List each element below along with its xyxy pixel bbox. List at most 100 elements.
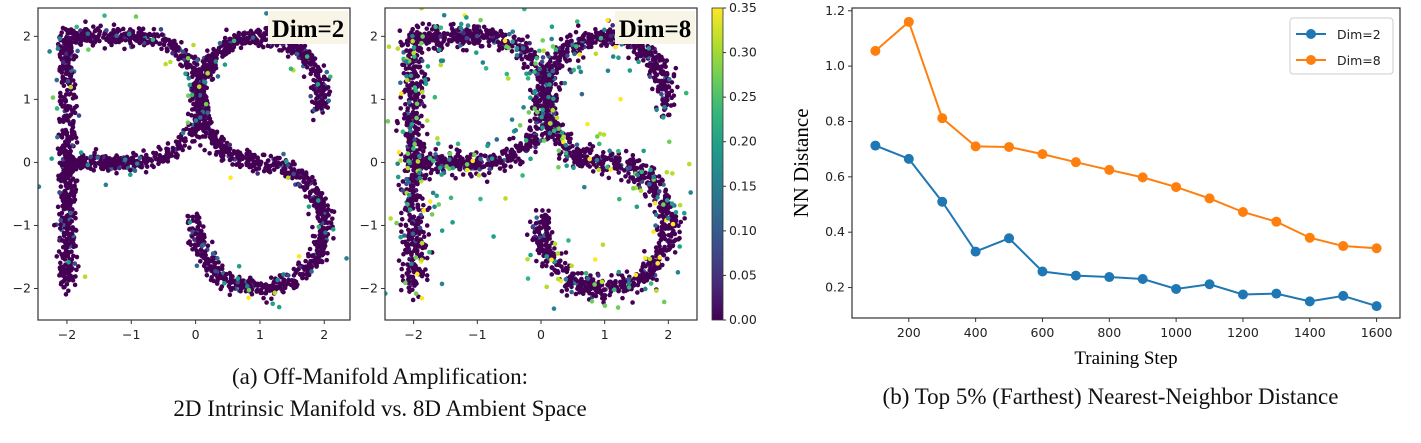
scatter-point [265,158,271,163]
scatter-point [289,278,295,283]
scatter-point [215,278,220,284]
scatter-point [479,43,485,49]
outlier-point [246,295,251,301]
scatter-point [281,46,287,51]
outlier-point [180,130,186,136]
scatter-point [190,87,196,93]
outlier-point [185,120,191,125]
scatter-point [182,143,188,148]
scatter-point [266,168,271,174]
scatter-point [97,38,102,44]
scatter-point [198,75,203,81]
scatter-point [401,70,407,76]
scatter-point [601,39,606,44]
outlier-point [183,71,188,77]
outlier-point [288,66,294,72]
outlier-point [189,92,195,98]
scatter-point [638,268,644,273]
scatter-point [648,62,653,68]
scatter-point [189,113,194,118]
scatter-point [324,257,330,263]
scatter-point [304,275,309,281]
scatter-point [263,282,269,288]
scatter-point [192,80,198,86]
outlier-point [264,11,269,16]
scatter-point [406,227,411,233]
scatter-point [206,115,211,121]
scatter-point [68,74,74,79]
scatter-point [403,101,408,107]
scatter-point [302,43,308,49]
scatter-point [246,153,252,158]
outlier-point [122,157,128,162]
outlier-point [186,75,192,81]
scatter-point [235,279,240,285]
scatter-point [65,41,70,47]
scatter-point [58,184,64,189]
scatter-point [247,164,252,170]
scatter-point [282,171,288,176]
scatter-point [208,277,214,283]
outlier-point [38,184,42,190]
scatter-point [667,112,672,118]
scatter-point [210,54,216,59]
scatter-point [73,135,79,141]
scatter-point [531,139,536,144]
scatter-point [617,163,623,169]
scatter-point [197,231,203,237]
scatter-point [256,43,261,49]
scatter-point [201,60,207,66]
scatter-point [263,164,269,170]
scatter-point [221,50,227,55]
scatter-point [285,54,291,59]
scatter-point [486,170,492,176]
scatter-point [68,172,73,178]
scatter-point [635,290,640,295]
outlier-point [203,101,209,107]
x-tick-label: 1 [256,327,264,342]
scatter-point [66,241,71,247]
scatter-point [73,32,79,38]
scatter-point [406,267,411,272]
scatter-point [407,289,412,294]
scatter-point [574,146,580,152]
scatter-point [194,263,200,269]
scatter-point [195,96,200,102]
scatter-point [76,34,82,40]
scatter-point [202,147,207,153]
scatter-point [596,273,601,278]
scatter-point [653,49,658,55]
scatter-point [173,53,179,58]
scatter-point [394,128,399,133]
scatter-point [130,44,136,49]
scatter-point [64,236,70,242]
scatter-point [63,189,68,195]
scatter-point [655,195,660,200]
scatter-point [220,263,225,268]
scatter-point [286,273,291,278]
scatter-point [599,172,605,177]
scatter-point [190,214,196,220]
scatter-point [404,40,410,46]
scatter-point [569,282,574,287]
scatter-point [671,73,677,79]
scatter-point [539,238,545,244]
scatter-point [152,151,158,156]
scatter-point [404,271,410,276]
scatter-point [625,159,630,165]
scatter-point [87,36,92,41]
scatter-point [490,38,496,43]
scatter-point [95,155,100,160]
scatter-point [408,82,414,88]
scatter-point [201,224,206,229]
scatter-point [114,33,119,39]
scatter-point [255,281,260,287]
scatter-point [185,240,191,246]
scatter-point [410,59,415,65]
x-tick-label: −1 [122,327,140,342]
scatter-point [405,262,410,267]
scatter-point [57,211,62,217]
scatter-point [101,166,106,172]
scatter-point [273,160,279,166]
